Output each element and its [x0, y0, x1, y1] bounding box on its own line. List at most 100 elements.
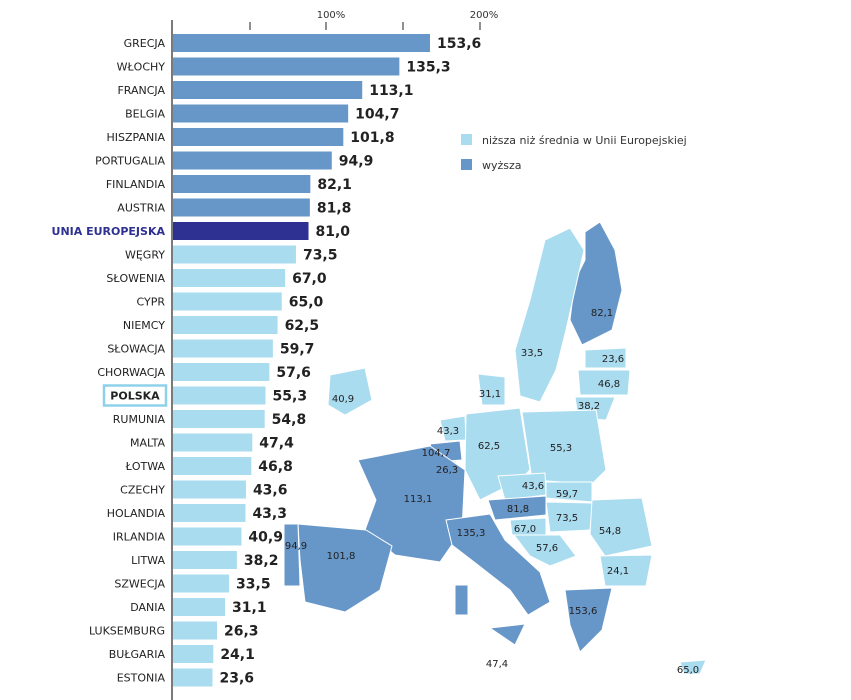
bar-row: SŁOWENIA 67,0 — [106, 269, 327, 287]
legend-label-lower: niższa niż średnia w Unii Europejskiej — [482, 134, 687, 147]
bar — [173, 363, 270, 381]
map-label-finland: 82,1 — [591, 308, 613, 319]
category-label: ESTONIA — [117, 672, 166, 685]
map-label-poland: 55,3 — [550, 443, 572, 454]
value-label: 40,9 — [248, 530, 283, 546]
map-ireland — [327, 367, 373, 416]
map-label-luxembourg: 26,3 — [436, 465, 458, 476]
bar — [173, 457, 252, 475]
bar-row: ESTONIA 23,6 — [117, 668, 254, 687]
map-label-france: 113,1 — [404, 494, 433, 505]
map-label-spain: 101,8 — [327, 551, 356, 562]
category-label: IRLANDIA — [113, 531, 166, 544]
value-label: 82,1 — [317, 177, 352, 193]
category-label: RUMUNIA — [113, 413, 166, 426]
value-label: 47,4 — [259, 436, 294, 452]
map-label-bulgaria: 24,1 — [607, 566, 629, 577]
bar — [173, 527, 242, 546]
value-label: 135,3 — [406, 60, 450, 76]
value-label: 101,8 — [350, 130, 394, 146]
value-label: 65,0 — [289, 295, 324, 311]
polska-highlight-box — [102, 384, 168, 407]
bar-row: LUKSEMBURG 26,3 — [89, 621, 259, 640]
value-label: 67,0 — [292, 271, 327, 287]
legend-swatch-lower — [461, 134, 472, 145]
category-label: UNIA EUROPEJSKA — [52, 225, 166, 238]
bar — [173, 598, 226, 616]
bar-row: PORTUGALIA 94,9 — [95, 151, 374, 170]
category-label: SŁOWACJA — [107, 343, 165, 356]
bar-row: MALTA 47,4 — [130, 433, 294, 452]
bar-row: FINLANDIA 82,1 — [106, 175, 352, 193]
legend: niższa niż średnia w Unii Europejskiej w… — [461, 134, 687, 172]
bar-row: SZWECJA 33,5 — [114, 574, 271, 593]
category-label: ŁOTWA — [125, 460, 166, 473]
map-denmark — [477, 373, 506, 406]
bar-row: DANIA 31,1 — [130, 598, 267, 616]
category-label: GRECJA — [124, 37, 166, 50]
bar — [173, 645, 214, 663]
bar — [173, 34, 430, 52]
bar-row: AUSTRIA 81,8 — [117, 198, 351, 217]
map-france — [357, 445, 466, 563]
value-label: 31,1 — [232, 600, 267, 616]
category-label: CHORWACJA — [97, 366, 165, 379]
bar-row: BELGIA 104,7 — [125, 104, 399, 123]
bar-row: FRANCJA 113,1 — [117, 81, 414, 99]
bar — [173, 198, 310, 217]
category-label: CYPR — [137, 296, 166, 309]
map-austria — [487, 495, 547, 521]
tick-label-100: 100% — [317, 10, 346, 21]
value-label: 81,0 — [316, 224, 351, 240]
europe-map: 82,1 33,5 23,6 46,8 38,2 31,1 40,9 43,3 104,7 26,… — [283, 221, 707, 676]
value-label: 153,6 — [437, 36, 481, 52]
bar — [173, 410, 265, 428]
value-label: 73,5 — [303, 248, 338, 264]
value-label: 55,3 — [273, 389, 308, 405]
value-label: 43,3 — [252, 506, 287, 522]
value-label: 43,6 — [253, 483, 288, 499]
map-label-germany: 62,5 — [478, 441, 500, 452]
map-label-latvia: 46,8 — [598, 379, 620, 390]
value-label: 113,1 — [369, 83, 413, 99]
bar-row: NIEMCY 62,5 — [123, 316, 319, 334]
bar-row: POLSKA 55,3 — [102, 384, 308, 407]
value-label: 94,9 — [339, 154, 374, 170]
bar-row: GRECJA 153,6 — [124, 34, 481, 52]
map-label-italy: 135,3 — [457, 528, 486, 539]
map-label-hungary: 73,5 — [556, 513, 578, 524]
category-label: SZWECJA — [114, 578, 165, 591]
legend-label-higher: wyższa — [482, 159, 522, 172]
map-label-ireland: 40,9 — [332, 394, 354, 405]
bar — [173, 433, 253, 452]
category-label: BELGIA — [125, 108, 165, 121]
legend-swatch-higher — [461, 159, 472, 170]
bar-row: WĘGRY 73,5 — [125, 245, 338, 264]
value-label: 54,8 — [272, 412, 307, 428]
bar-row: CHORWACJA 57,6 — [97, 363, 311, 381]
bars: GRECJA 153,6 WŁOCHY 135,3 FRANCJA 113,1 BELGIA… — [52, 34, 481, 687]
map-italy — [445, 513, 551, 616]
value-label: 59,7 — [280, 342, 315, 358]
bar-row: ŁOTWA 46,8 — [125, 457, 293, 475]
bar-row: CZECHY 43,6 — [120, 480, 288, 499]
map-bulgaria — [599, 554, 653, 587]
bar-row: UNIA EUROPEJSKA 81,0 — [52, 222, 351, 240]
bar — [173, 621, 217, 640]
map-sweden — [514, 227, 585, 403]
category-label: WĘGRY — [125, 249, 165, 262]
map-poland — [521, 409, 607, 485]
map-label-estonia: 23,6 — [602, 354, 624, 365]
bar-row: HOLANDIA 43,3 — [107, 504, 287, 522]
bar — [173, 104, 349, 123]
category-label: WŁOCHY — [117, 61, 166, 74]
map-label-austria: 81,8 — [507, 504, 529, 515]
map-romania — [589, 497, 653, 557]
map-label-portugal: 94,9 — [285, 541, 307, 552]
category-label: HOLANDIA — [107, 507, 166, 520]
map-spain — [297, 523, 393, 613]
map-label-czechia: 43,6 — [522, 481, 544, 492]
bar — [173, 339, 273, 358]
value-label: 62,5 — [285, 318, 320, 334]
